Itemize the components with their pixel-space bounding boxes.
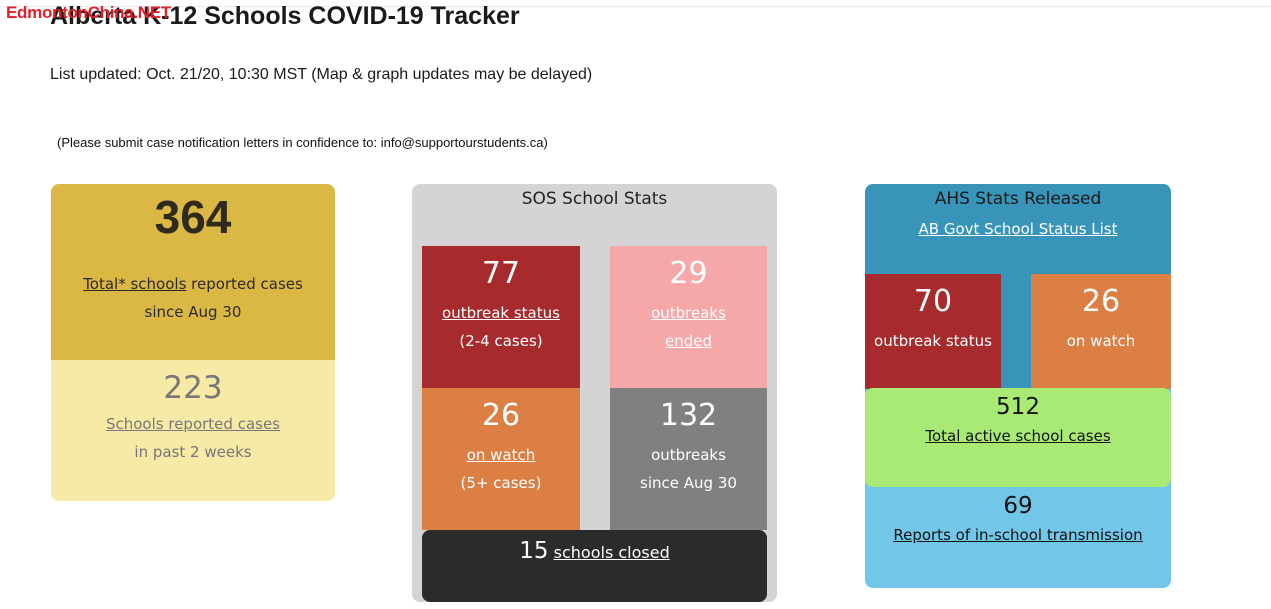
sos-since-count: 132 (659, 398, 718, 433)
sos-closed-tile: 15 schools closed (422, 530, 767, 602)
ahs-transmission-tile: 69 Reports of in-school transmission (865, 487, 1171, 588)
sos-since-line1: outbreaks (651, 446, 726, 464)
total-schools-line: Total* schools reported cases (51, 270, 335, 298)
ahs-outbreak-count: 70 (913, 284, 953, 319)
ahs-active-count: 512 (996, 394, 1040, 420)
sos-watch-tile: 26 on watch (5+ cases) (422, 388, 580, 530)
sos-ended-tile: 29 outbreaks ended (610, 246, 767, 388)
sos-closed-count: 15 (519, 538, 549, 564)
submit-note: (Please submit case notification letters… (57, 135, 548, 150)
recent-schools-link[interactable]: Schools reported cases (105, 415, 280, 433)
sos-stats-card: SOS School Stats 77 outbreak status (2-4… (412, 184, 777, 602)
ab-govt-status-link[interactable]: AB Govt School Status List (918, 220, 1118, 238)
ahs-transmission-count: 69 (1003, 493, 1033, 519)
sos-stats-title: SOS School Stats (521, 189, 668, 209)
list-updated-text: List updated: Oct. 21/20, 10:30 MST (Map… (50, 66, 593, 83)
sos-ended-link-1[interactable]: outbreaks (651, 304, 726, 322)
sos-outbreak-count: 77 (481, 256, 521, 291)
total-schools-section: 364 Total* schools reported cases since … (51, 184, 335, 360)
recent-schools-period: in past 2 weeks (134, 443, 252, 461)
sos-watch-link[interactable]: on watch (466, 446, 536, 464)
ahs-watch-tile: 26 on watch (1031, 274, 1171, 389)
total-schools-since: since Aug 30 (144, 303, 242, 321)
sos-ended-link-2[interactable]: ended (664, 332, 712, 350)
ahs-outbreak-tile: 70 outbreak status (865, 274, 1001, 389)
sos-watch-count: 26 (481, 398, 521, 433)
sos-ended-count: 29 (669, 256, 708, 291)
ahs-active-link[interactable]: Total active school cases (925, 427, 1111, 445)
top-divider (0, 6, 1271, 7)
ahs-stats-card: AHS Stats Released AB Govt School Status… (865, 184, 1171, 588)
total-schools-card: 364 Total* schools reported cases since … (51, 184, 335, 501)
sos-since-tile: 132 outbreaks since Aug 30 (610, 388, 767, 530)
sos-outbreak-tile: 77 outbreak status (2-4 cases) (422, 246, 580, 388)
sos-since-line2: since Aug 30 (640, 474, 737, 492)
ahs-watch-count: 26 (1081, 284, 1121, 319)
recent-schools-section: 223 Schools reported cases in past 2 wee… (51, 360, 335, 501)
watermark-logo: EdmontonChina.NET (6, 3, 171, 22)
ahs-outbreak-label: outbreak status (874, 332, 992, 350)
ahs-stats-title: AHS Stats Released (934, 189, 1102, 209)
total-schools-line-rest: reported cases (186, 275, 303, 293)
sos-outbreak-link[interactable]: outbreak status (442, 304, 560, 322)
total-schools-count: 364 (154, 191, 232, 243)
recent-schools-count: 223 (163, 370, 223, 406)
total-schools-link[interactable]: Total* schools (83, 275, 187, 293)
page-title: Alberta K-12 Schools COVID-19 Tracker (50, 2, 520, 30)
sos-watch-sub: (5+ cases) (460, 474, 542, 492)
sos-closed-link[interactable]: schools closed (553, 543, 670, 562)
ahs-transmission-link[interactable]: Reports of in-school transmission (893, 526, 1143, 544)
sos-outbreak-sub: (2-4 cases) (459, 332, 543, 350)
ahs-watch-label: on watch (1066, 332, 1136, 350)
ahs-active-tile: 512 Total active school cases (865, 388, 1171, 487)
